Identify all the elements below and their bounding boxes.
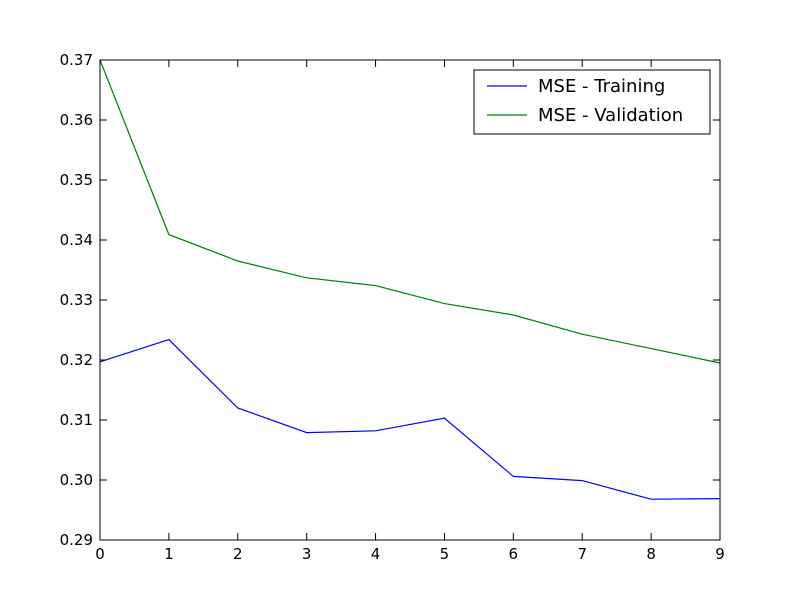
x-tick-label: 3 — [302, 545, 312, 563]
y-tick-label: 0.34 — [60, 231, 93, 249]
y-tick-label: 0.36 — [60, 111, 93, 129]
y-tick-label: 0.30 — [60, 471, 93, 489]
x-tick-label: 4 — [371, 545, 381, 563]
y-tick-label: 0.32 — [60, 351, 93, 369]
y-tick-label: 0.33 — [60, 291, 93, 309]
x-tick-label: 8 — [646, 545, 656, 563]
y-tick-label: 0.29 — [60, 531, 93, 549]
series-line-0 — [99, 338, 721, 500]
y-tick-label: 0.31 — [60, 411, 93, 429]
y-tick-label: 0.37 — [60, 51, 93, 69]
legend-label-1: MSE - Validation — [538, 105, 683, 126]
legend-box — [473, 69, 711, 135]
legend: MSE - Training MSE - Validation — [473, 69, 711, 135]
x-tick-label: 0 — [95, 545, 105, 563]
y-tick-label: 0.35 — [60, 171, 93, 189]
x-tick-label: 6 — [509, 545, 519, 563]
x-tick-label: 7 — [577, 545, 587, 563]
x-tick-label: 2 — [233, 545, 243, 563]
tick-layer: 0 1 2 3 4 5 6 7 8 9 0.29 0.30 0.31 0.32 0.33 0.34 0.35 0.… — [60, 51, 725, 563]
x-tick-label: 1 — [164, 545, 174, 563]
series-line-1 — [99, 59, 721, 364]
series-layer — [99, 59, 721, 500]
x-tick-label: 9 — [715, 545, 725, 563]
legend-label-0: MSE - Training — [538, 76, 665, 97]
x-tick-label: 5 — [440, 545, 450, 563]
